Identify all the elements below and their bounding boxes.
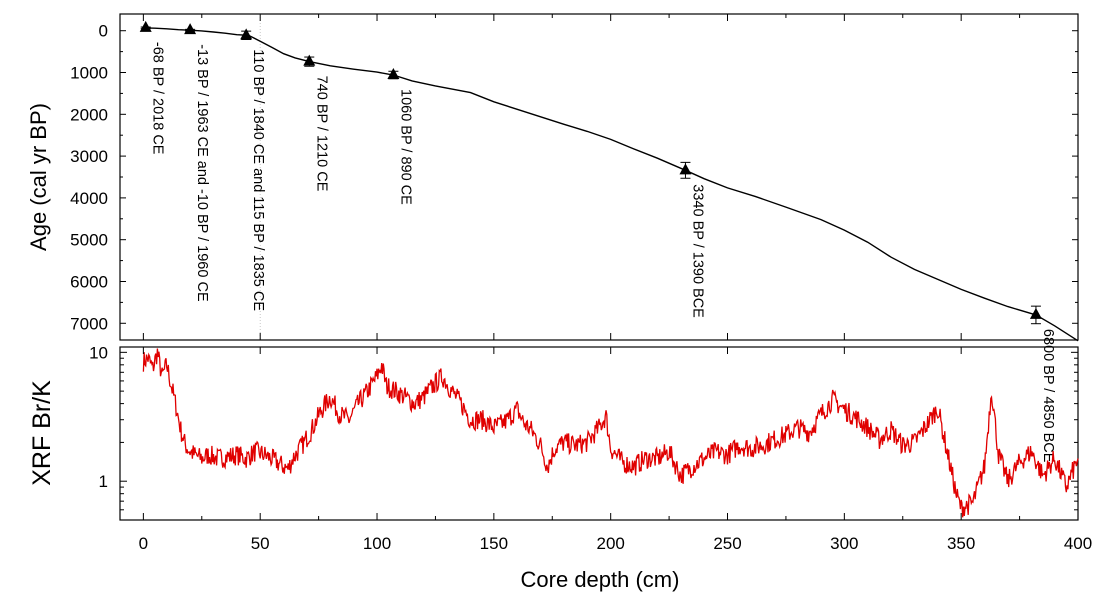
dated-point-marker xyxy=(139,20,152,32)
x-tick-label: 250 xyxy=(713,534,741,553)
xrf-y-tick-label: 10 xyxy=(89,343,108,362)
date-annotation-label: 1060 BP / 890 CE xyxy=(397,89,413,205)
y-tick-label: 2000 xyxy=(70,105,108,124)
dated-point-marker xyxy=(387,68,400,80)
date-annotation-label: 740 BP / 1210 CE xyxy=(313,76,329,192)
dated-point-marker xyxy=(1029,307,1042,319)
x-tick-label: 100 xyxy=(363,534,391,553)
age-panel: 0 1000 2000 3000 4000 5000 6000 7000 -68 BP / 2… xyxy=(26,13,1079,463)
xrf-brk-curve xyxy=(142,348,1079,518)
y-tick-label: 7000 xyxy=(70,314,108,333)
age-depth-curve xyxy=(145,27,1079,342)
x-tick-label: 0 xyxy=(139,534,148,553)
dated-point-marker xyxy=(679,163,692,175)
x-tick-label: 400 xyxy=(1064,534,1092,553)
dated-point-marker xyxy=(184,23,197,35)
x-tick-label: 300 xyxy=(830,534,858,553)
age-depth-line xyxy=(145,27,1079,342)
xrf-y-tick-label: 1 xyxy=(99,472,108,491)
x-tick-label: 50 xyxy=(251,534,270,553)
y-tick-label: 1000 xyxy=(70,64,108,83)
y-tick-label: 4000 xyxy=(70,189,108,208)
xrf-panel: 1 10 XRF Br/K xyxy=(28,343,1079,521)
y-tick-label: 5000 xyxy=(70,231,108,250)
x-tick-label: 200 xyxy=(596,534,624,553)
y-tick-label: 6000 xyxy=(70,272,108,291)
xrf-line xyxy=(142,348,1079,518)
date-annotation-label: -68 BP / 2018 CE xyxy=(150,42,166,155)
dated-point-marker xyxy=(240,28,253,40)
xrf-y-axis-ticks: 1 10 xyxy=(89,343,1078,511)
y-tick-label: 3000 xyxy=(70,147,108,166)
date-annotation-label: 6800 BP / 4850 BCE xyxy=(1040,329,1056,463)
dated-point-marker xyxy=(303,54,316,66)
xrf-plot-frame xyxy=(119,346,1079,521)
age-y-axis-ticks: 0 1000 2000 3000 4000 5000 6000 7000 xyxy=(70,22,1078,333)
dated-points xyxy=(139,20,1042,325)
age-y-axis-label: Age (cal yr BP) xyxy=(26,103,51,251)
y-tick-label: 0 xyxy=(99,22,108,41)
x-axis: 0 50 100 150 200 250 300 350 400 xyxy=(139,14,1092,553)
xrf-y-axis-label: XRF Br/K xyxy=(28,380,56,486)
x-tick-label: 350 xyxy=(947,534,975,553)
x-axis-label: Core depth (cm) xyxy=(521,567,680,592)
date-annotation-label: -13 BP / 1963 CE and -10 BP / 1960 CE xyxy=(194,44,210,302)
x-tick-label: 150 xyxy=(480,534,508,553)
date-annotation-label: 110 BP / 1840 CE and 115 BP / 1835 CE xyxy=(250,49,266,311)
date-annotations: -68 BP / 2018 CE -13 BP / 1963 CE and -10… xyxy=(150,42,1056,463)
date-annotation-label: 3340 BP / 1390 BCE xyxy=(690,184,706,318)
